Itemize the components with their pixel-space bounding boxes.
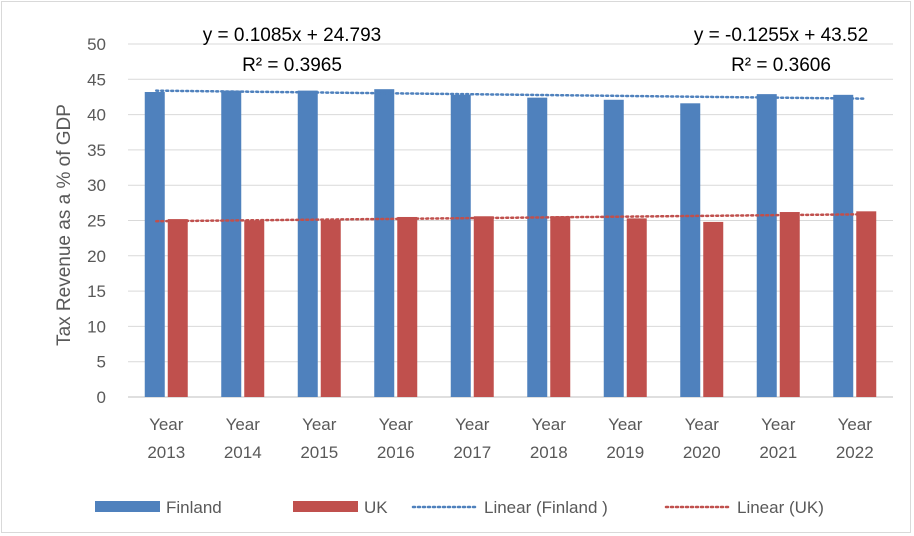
- x-tick-label: 2016: [377, 443, 415, 462]
- legend-finland-label: Finland: [166, 498, 222, 517]
- x-tick-label: Year: [149, 415, 184, 434]
- bar-finland-2021: [756, 94, 777, 397]
- trendline-equations: y = 0.1085x + 24.793 R² = 0.3965 y = -0.12…: [203, 25, 868, 76]
- y-tick-labels: 0 5 10 15 20 25 30 35 40 45 50: [87, 35, 106, 407]
- finland-eq-line-1: y = -0.1255x + 43.52: [694, 25, 868, 46]
- y-tick-label: 0: [97, 388, 106, 407]
- bar-uk-2020: [703, 221, 724, 397]
- legend-finland-swatch: [95, 501, 160, 512]
- bar-finland-2015: [297, 90, 318, 397]
- legend-linear-uk-label: Linear (UK): [737, 498, 824, 517]
- x-tick-label: Year: [455, 415, 490, 434]
- x-tick-label: Year: [302, 415, 337, 434]
- y-tick-label: 30: [87, 176, 106, 195]
- y-tick-label: 35: [87, 141, 106, 160]
- legend-uk-label: UK: [364, 498, 388, 517]
- bar-uk-2019: [626, 218, 647, 397]
- y-tick-label: 20: [87, 247, 106, 266]
- bar-finland-2018: [527, 97, 548, 397]
- y-tick-label: 10: [87, 317, 106, 336]
- x-tick-labels: Year 2013 Year 2014 Year 2015 Year 2016 Year 2017…: [147, 415, 873, 462]
- x-tick-label: 2022: [836, 443, 874, 462]
- bar-finland-2019: [603, 99, 624, 398]
- x-tick-label: 2017: [453, 443, 491, 462]
- x-tick-label: Year: [608, 415, 643, 434]
- x-tick-label: 2019: [606, 443, 644, 462]
- bar-uk-2015: [320, 219, 341, 397]
- trendline-finland: [155, 89, 866, 100]
- y-tick-label: 50: [87, 35, 106, 54]
- x-tick-label: 2021: [759, 443, 797, 462]
- legend-linear-finland-label: Linear (Finland ): [484, 498, 608, 517]
- bar-uk-2014: [244, 220, 265, 397]
- y-tick-label: 25: [87, 212, 106, 231]
- bars: [144, 89, 877, 398]
- y-tick-label: 15: [87, 282, 106, 301]
- bar-finland-2022: [833, 94, 854, 397]
- bar-uk-2022: [856, 211, 877, 397]
- x-tick-label: 2015: [300, 443, 338, 462]
- x-tick-label: Year: [685, 415, 720, 434]
- x-tick-label: 2018: [530, 443, 568, 462]
- x-tick-label: Year: [532, 415, 567, 434]
- x-tick-label: 2014: [224, 443, 262, 462]
- legend: Finland UK Linear (Finland ) Linear (UK): [95, 498, 824, 517]
- bar-uk-2016: [397, 216, 418, 397]
- x-tick-label: Year: [379, 415, 414, 434]
- x-tick-label: 2020: [683, 443, 721, 462]
- bar-finland-2020: [680, 103, 701, 397]
- bar-finland-2014: [221, 90, 242, 397]
- uk-eq-line-1: y = 0.1085x + 24.793: [203, 25, 382, 46]
- x-tick-label: 2013: [147, 443, 185, 462]
- y-tick-label: 45: [87, 70, 106, 89]
- bar-finland-2013: [144, 92, 165, 398]
- bar-uk-2021: [779, 212, 800, 397]
- bar-uk-2013: [167, 219, 188, 397]
- bar-finland-2016: [374, 89, 395, 398]
- x-tick-label: Year: [838, 415, 873, 434]
- legend-uk-swatch: [293, 501, 358, 512]
- y-tick-label: 5: [97, 353, 106, 372]
- uk-eq-line-2: R² = 0.3965: [242, 55, 342, 76]
- y-tick-label: 40: [87, 106, 106, 125]
- x-tick-label: Year: [226, 415, 261, 434]
- bar-finland-2017: [450, 94, 471, 397]
- y-axis-label: Tax Revenue as a % of GDP: [54, 104, 75, 346]
- finland-eq-line-2: R² = 0.3606: [731, 55, 831, 76]
- bar-uk-2017: [473, 216, 494, 397]
- trendline-uk: [155, 213, 866, 223]
- x-tick-label: Year: [761, 415, 796, 434]
- bar-uk-2018: [550, 216, 571, 397]
- trendlines: [155, 89, 866, 223]
